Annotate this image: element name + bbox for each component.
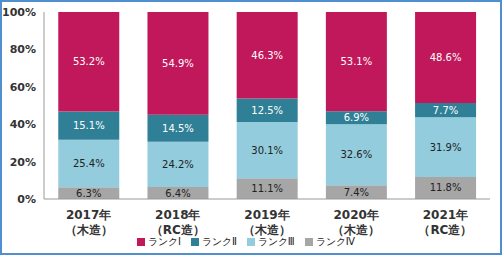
html-text:ランクⅡ: ランクⅡ: [201, 236, 237, 247]
svg-text:（RC造）: （RC造）: [418, 223, 472, 237]
svg-text:6.9%: 6.9%: [344, 112, 369, 123]
svg-text:53.2%: 53.2%: [73, 56, 105, 67]
svg-text:53.1%: 53.1%: [340, 56, 372, 67]
svg-text:（RC造）: （RC造）: [151, 223, 205, 237]
svg-text:15.1%: 15.1%: [73, 120, 105, 131]
svg-text:（木造）: （木造）: [65, 223, 113, 237]
html-text:ランクⅠ: ランクⅠ: [148, 236, 181, 247]
svg-text:25.4%: 25.4%: [73, 158, 105, 169]
svg-text:6.4%: 6.4%: [165, 188, 190, 199]
svg-text:2018年: 2018年: [155, 208, 200, 222]
svg-text:20%: 20%: [10, 156, 36, 169]
svg-text:31.9%: 31.9%: [430, 142, 462, 153]
svg-text:30.1%: 30.1%: [251, 145, 283, 156]
svg-text:32.6%: 32.6%: [340, 149, 372, 160]
svg-text:12.5%: 12.5%: [251, 105, 283, 116]
svg-text:100%: 100%: [8, 6, 36, 19]
svg-text:6.3%: 6.3%: [76, 188, 101, 199]
svg-text:（木造）: （木造）: [332, 223, 380, 237]
svg-text:14.5%: 14.5%: [162, 123, 194, 134]
svg-text:60%: 60%: [10, 81, 36, 94]
svg-text:2020年: 2020年: [333, 208, 378, 222]
svg-text:7.4%: 7.4%: [344, 187, 369, 198]
svg-text:48.6%: 48.6%: [430, 52, 462, 63]
svg-text:46.3%: 46.3%: [251, 50, 283, 61]
svg-text:80%: 80%: [10, 43, 36, 56]
svg-text:0%: 0%: [17, 193, 36, 206]
svg-text:2019年: 2019年: [244, 208, 289, 222]
svg-text:11.1%: 11.1%: [251, 183, 283, 194]
svg-text:11.8%: 11.8%: [430, 182, 462, 193]
svg-text:2017年: 2017年: [66, 208, 111, 222]
svg-text:54.9%: 54.9%: [162, 58, 194, 69]
html-text:ランクⅣ: ランクⅣ: [315, 236, 355, 247]
svg-text:24.2%: 24.2%: [162, 159, 194, 170]
svg-text:40%: 40%: [10, 118, 36, 131]
svg-text:（木造）: （木造）: [243, 223, 291, 237]
html-text:ランクⅢ: ランクⅢ: [257, 236, 295, 247]
svg-text:7.7%: 7.7%: [433, 105, 458, 116]
svg-text:2021年: 2021年: [423, 208, 468, 222]
